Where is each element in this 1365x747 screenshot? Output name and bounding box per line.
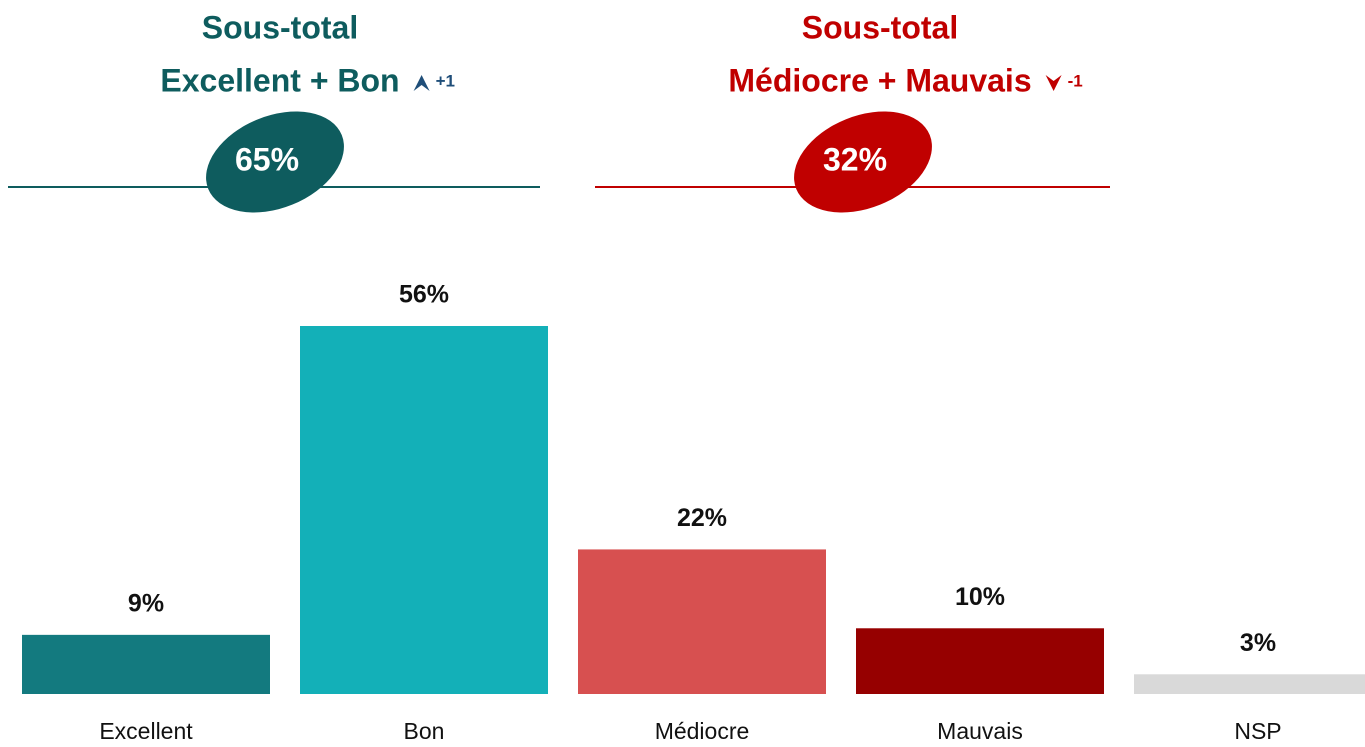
bar	[578, 549, 826, 694]
bar	[300, 326, 548, 694]
bar	[22, 634, 270, 694]
change-arrow	[1045, 75, 1062, 91]
subtotal-title: Sous-total	[202, 9, 358, 45]
change-label: +1	[436, 71, 455, 90]
x-tick-label: Bon	[404, 718, 445, 744]
change-arrow	[413, 75, 430, 91]
subtotal-bubble	[206, 111, 344, 213]
x-tick-label: Excellent	[99, 718, 193, 744]
x-tick-label: Mauvais	[937, 718, 1023, 744]
subtotal-bubble	[794, 111, 932, 213]
value-label: 10%	[955, 583, 1005, 611]
value-label: 22%	[677, 504, 727, 532]
bar	[856, 628, 1104, 694]
value-label: 9%	[128, 589, 164, 617]
bar	[1134, 674, 1365, 694]
value-label: 56%	[399, 281, 449, 309]
subtotal-value: 65%	[235, 141, 299, 177]
value-label: 3%	[1240, 629, 1276, 657]
subtotal-title: Médiocre + Mauvais	[728, 62, 1031, 98]
x-tick-label: Médiocre	[655, 718, 750, 744]
subtotal-value: 32%	[823, 141, 887, 177]
x-tick-label: NSP	[1234, 718, 1281, 744]
change-label: -1	[1068, 71, 1083, 90]
subtotal-title: Sous-total	[802, 9, 958, 45]
subtotal-title: Excellent + Bon	[160, 62, 399, 98]
